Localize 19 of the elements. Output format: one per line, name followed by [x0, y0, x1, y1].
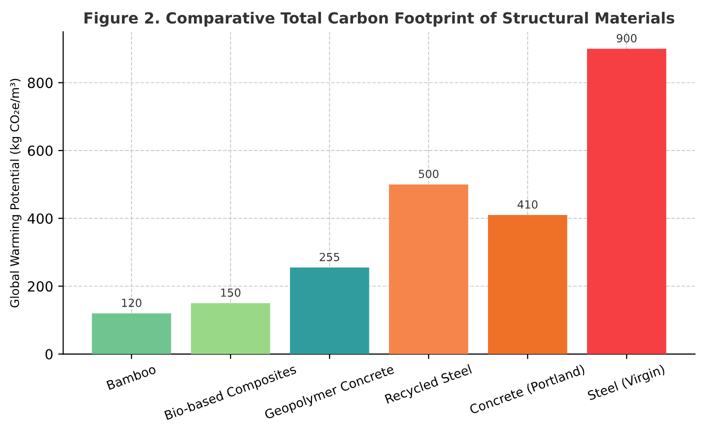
- y-tick-label: 600: [28, 145, 53, 156]
- bar: [290, 268, 370, 354]
- data-label: 255: [320, 252, 340, 262]
- chart-title: Figure 2. Comparative Total Carbon Footprint of Structural Materials: [84, 12, 674, 27]
- bar: [388, 184, 468, 354]
- data-label: 900: [616, 34, 637, 42]
- bar: [488, 214, 568, 354]
- y-tick-label: 400: [28, 213, 53, 224]
- data-label: 410: [518, 200, 538, 209]
- data-label: 150: [221, 288, 240, 297]
- bar: [190, 303, 270, 354]
- data-label: 120: [122, 298, 142, 308]
- y-axis-title: Global Warming Potential (kg CO₂e/m³): [10, 78, 22, 308]
- y-tick-label: 800: [28, 78, 53, 88]
- y-tick-label: 200: [28, 281, 53, 292]
- data-label: 500: [418, 170, 438, 178]
- y-tick-label: 0: [46, 349, 53, 360]
- bar: [587, 48, 666, 354]
- bar: [92, 313, 172, 354]
